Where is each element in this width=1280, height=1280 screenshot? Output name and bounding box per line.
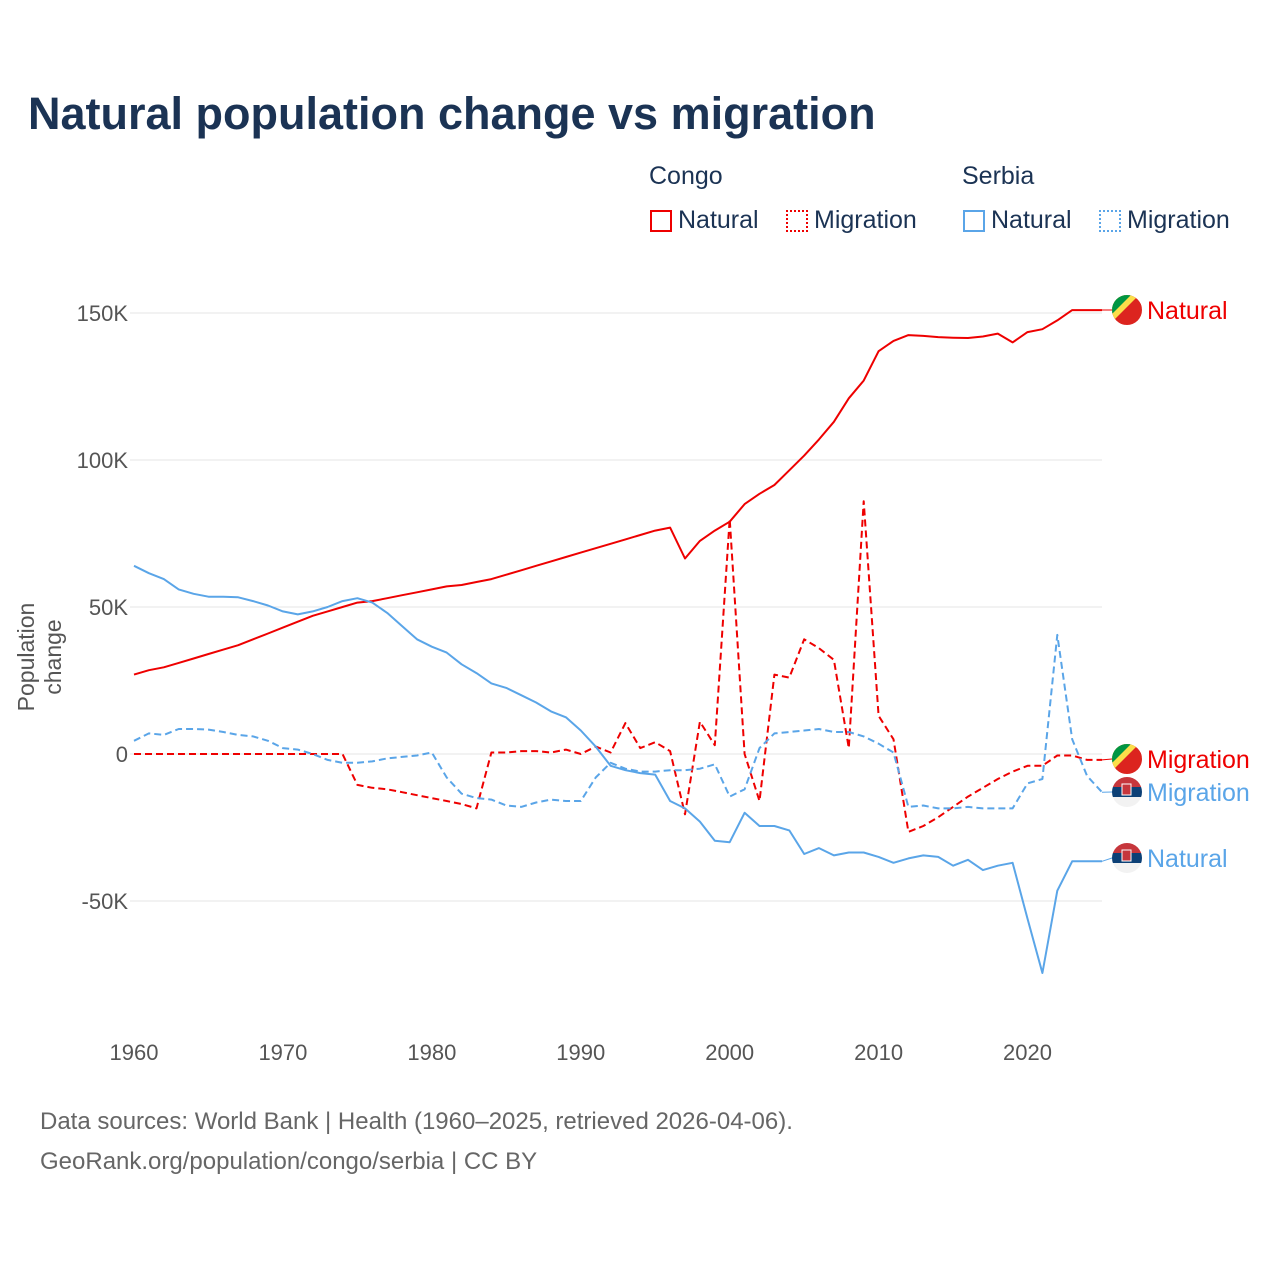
series-line-serbia-migration (133, 633, 1103, 810)
x-tick-label: 1990 (556, 1040, 605, 1065)
end-label: Migration (1147, 746, 1250, 774)
series-line-congo-migration (134, 500, 1102, 833)
legend-label: Migration (1127, 206, 1230, 234)
y-tick-label: 150K (77, 301, 129, 326)
x-tick-label: 2000 (705, 1040, 754, 1065)
legend-group-congo: Congo (649, 162, 723, 190)
x-tick-label: 2020 (1003, 1040, 1052, 1065)
series-line-congo-natural (133, 309, 1102, 676)
footer-sources: Data sources: World Bank | Health (1960–… (40, 1108, 793, 1135)
y-tick-label: 100K (77, 448, 129, 473)
end-label: Natural (1147, 297, 1228, 325)
legend-serbia-natural[interactable]: Natural (963, 206, 1072, 235)
footer-attribution: GeoRank.org/population/congo/serbia | CC… (40, 1148, 538, 1175)
x-tick-label: 2010 (854, 1040, 903, 1065)
legend-swatch-dotted (1099, 209, 1121, 232)
legend-swatch-solid (650, 209, 672, 232)
series-line-serbia-natural (133, 564, 1102, 974)
legend-swatch-solid (963, 209, 985, 232)
legend-group-serbia: Serbia (962, 162, 1035, 190)
legend-congo-migration[interactable]: Migration (786, 206, 917, 235)
serbia-flag-icon (1112, 777, 1142, 807)
legend-serbia-migration[interactable]: Migration (1099, 206, 1230, 235)
x-tick-label: 1960 (110, 1040, 159, 1065)
x-tick-label: 1980 (407, 1040, 456, 1065)
serbia-flag-icon (1112, 843, 1142, 873)
y-tick-label: -50K (82, 889, 129, 914)
legend-swatch-dotted (786, 209, 808, 232)
legend-label: Natural (678, 206, 759, 234)
congo-flag-icon (1112, 744, 1142, 774)
end-label: Natural (1147, 845, 1228, 873)
x-tick-label: 1970 (258, 1040, 307, 1065)
legend-label: Migration (814, 206, 917, 234)
congo-flag-icon (1112, 295, 1142, 325)
chart-title: Natural population change vs migration (28, 88, 876, 139)
end-label: Migration (1147, 779, 1250, 807)
legend-congo-natural[interactable]: Natural (650, 206, 759, 235)
legend-label: Natural (991, 206, 1072, 234)
y-tick-label: 0 (116, 742, 128, 767)
y-tick-label: 50K (89, 595, 128, 620)
